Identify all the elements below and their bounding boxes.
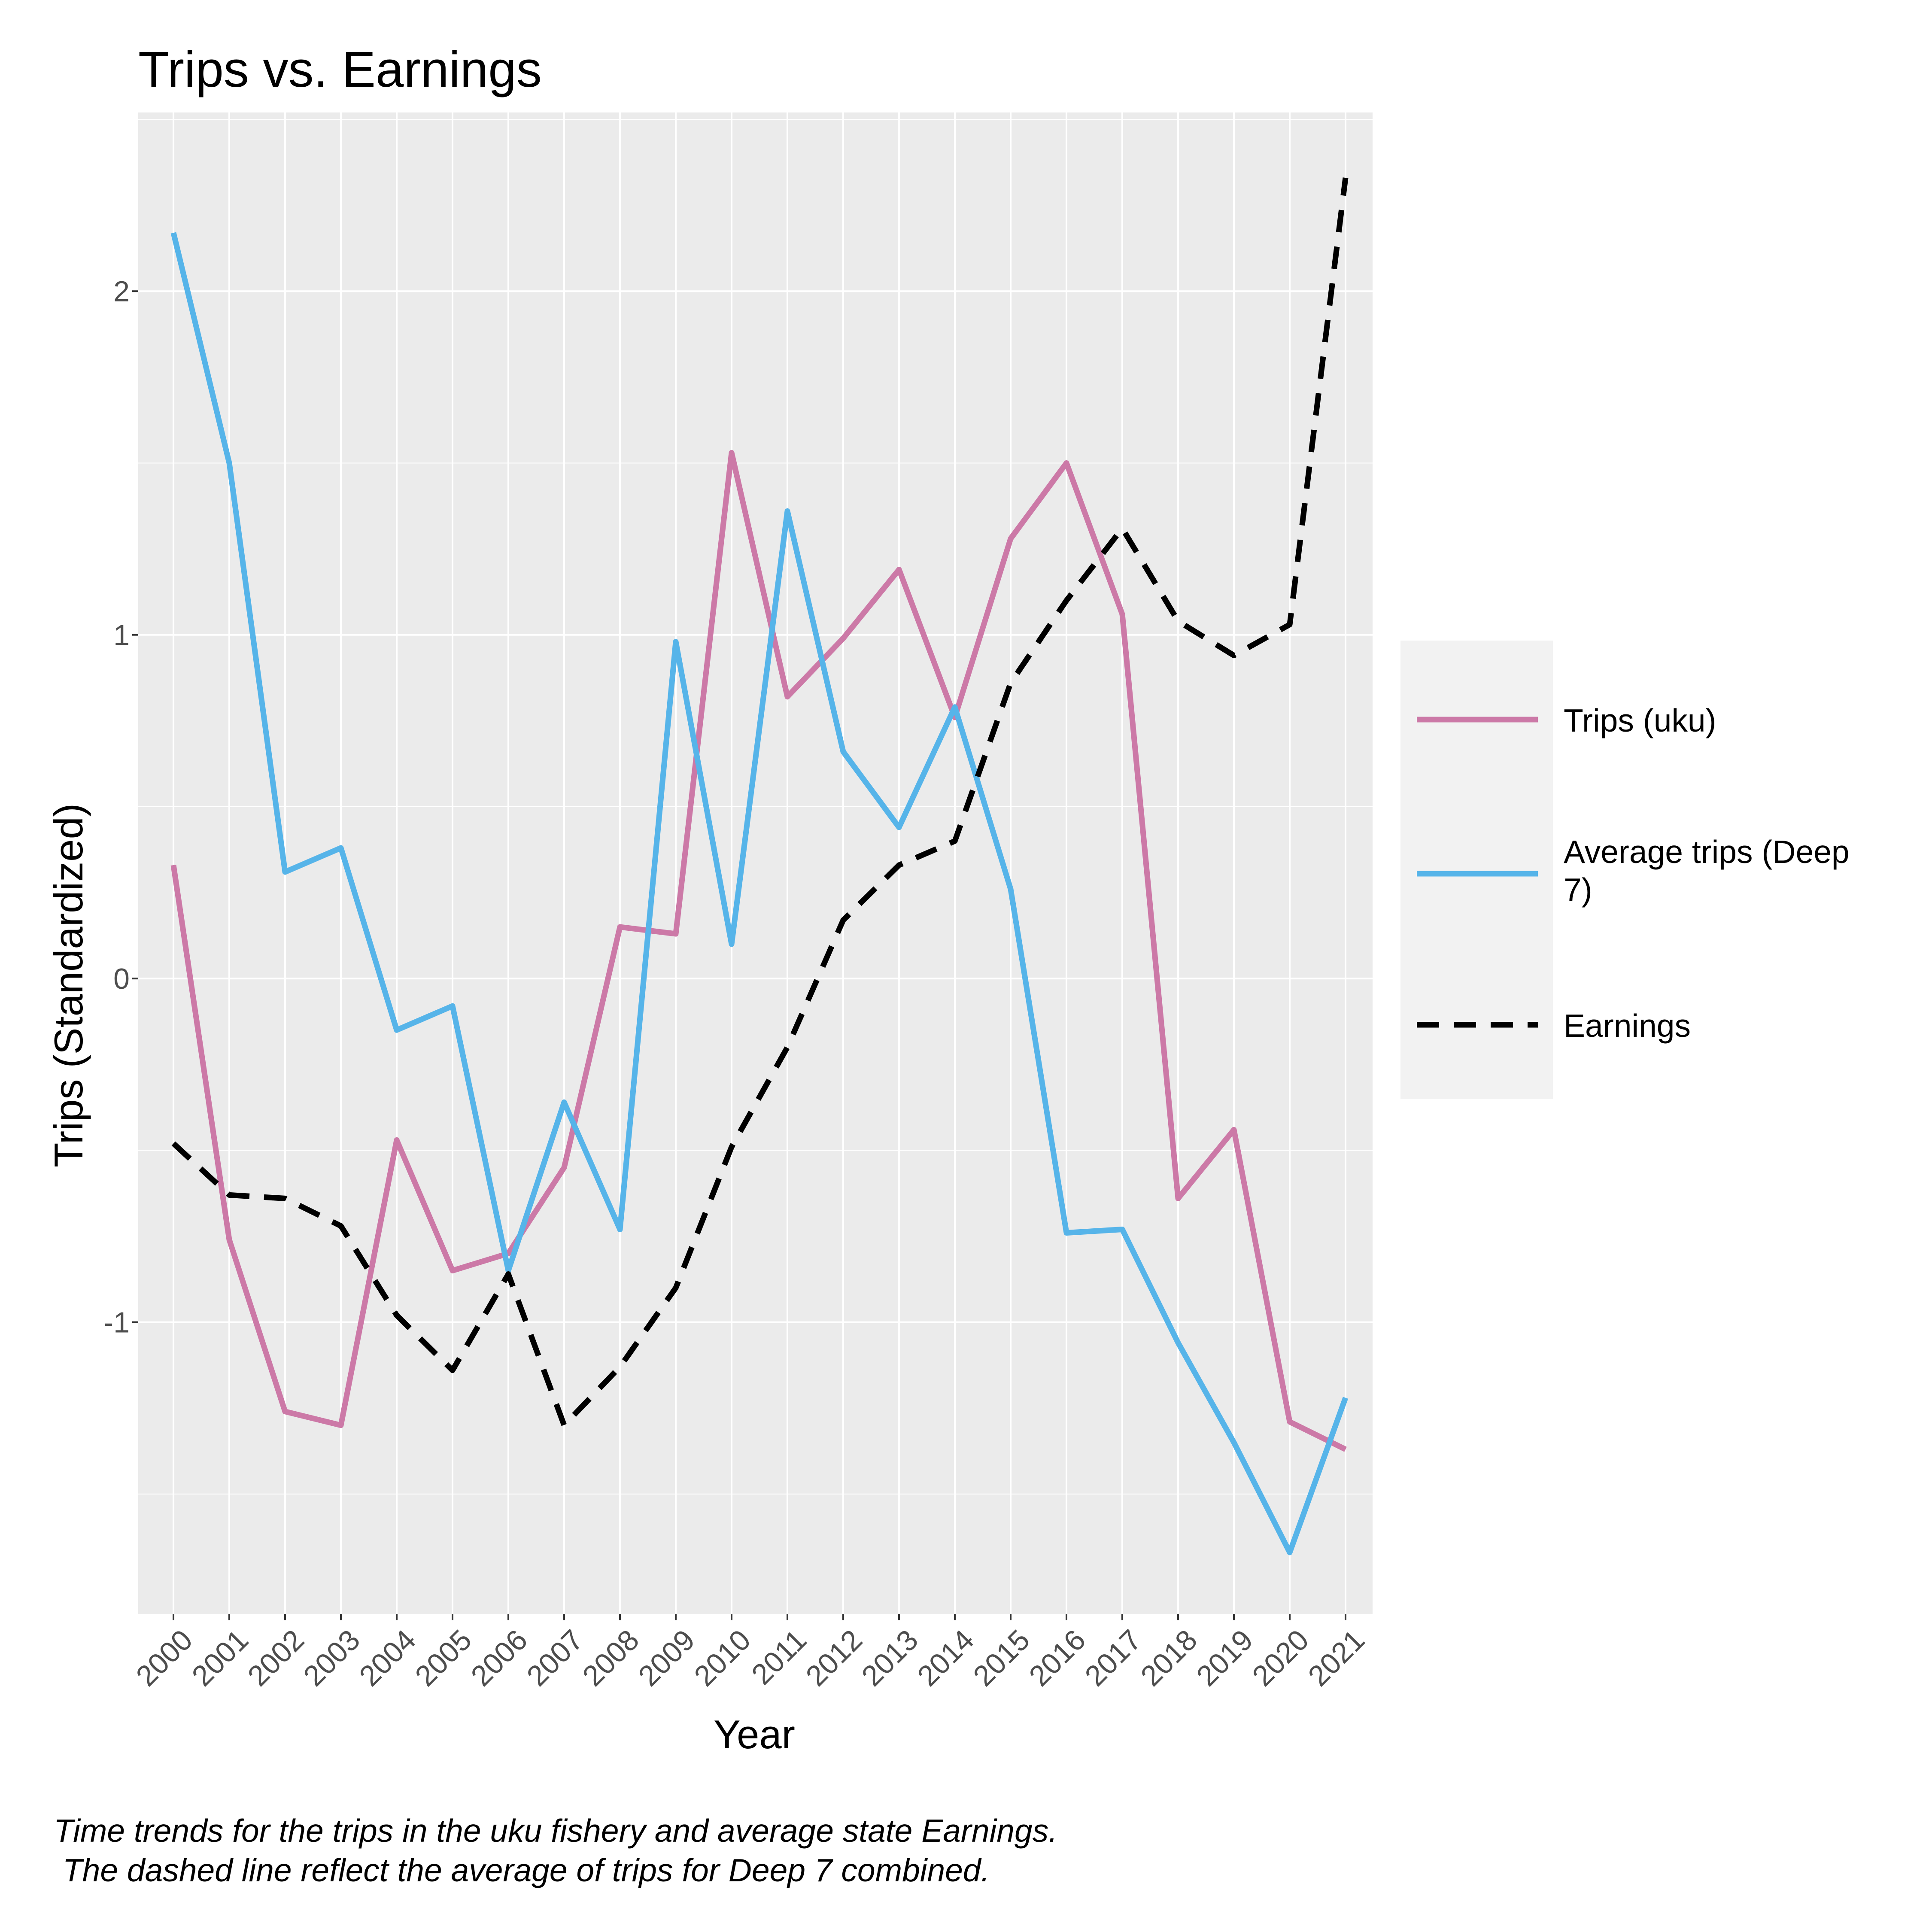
x-tick-label: 2007 <box>520 1623 589 1692</box>
x-tick-label: 2020 <box>1246 1623 1315 1692</box>
series-line-1 <box>170 450 1347 1452</box>
legend-label-1: Trips (uku) <box>1564 702 1716 738</box>
y-tick-label: 0 <box>113 963 130 995</box>
y-tick-label: 2 <box>113 275 130 308</box>
legend-label-2: Average trips (Deep 7) <box>1564 834 1850 908</box>
legend: Trips (uku) Average trips (Deep 7) Earnings <box>1400 641 1850 1099</box>
x-tick-label: 2019 <box>1190 1623 1259 1692</box>
x-axis-title: Year <box>714 1712 795 1757</box>
legend-label-line: Average trips (Deep <box>1564 834 1850 870</box>
legend-background <box>1400 641 1553 1099</box>
x-tick-label: 2012 <box>799 1623 869 1692</box>
series-lines <box>170 177 1349 1555</box>
series-line-3 <box>171 177 1349 1428</box>
y-axis: -1 0 1 2 <box>104 275 138 1339</box>
plot-panel <box>138 112 1373 1614</box>
x-tick-label: 2015 <box>967 1623 1036 1692</box>
major-gridlines <box>138 112 1373 1614</box>
y-axis-title: Trips (Standardized) <box>46 803 91 1167</box>
minor-gridlines <box>138 119 1373 1495</box>
x-tick-label: 2021 <box>1302 1623 1371 1692</box>
x-tick-label: 2014 <box>911 1623 980 1692</box>
x-tick-label: 2009 <box>632 1623 701 1692</box>
x-tick-label: 2018 <box>1134 1623 1203 1692</box>
x-tick-label: 2000 <box>130 1623 199 1692</box>
x-tick-label: 2016 <box>1023 1623 1092 1692</box>
plot-background <box>138 112 1373 1614</box>
legend-label-3: Earnings <box>1564 1008 1691 1044</box>
x-tick-label: 2001 <box>185 1623 255 1692</box>
y-tick-label: 1 <box>113 619 130 652</box>
legend-label-line: 7) <box>1564 872 1592 908</box>
chart-title: Trips vs. Earnings <box>138 41 542 98</box>
x-tick-label: 2013 <box>855 1623 924 1692</box>
x-tick-label: 2006 <box>465 1623 534 1692</box>
x-tick-label: 2003 <box>297 1623 366 1692</box>
x-axis: 2000200120022003200420052006200720082009… <box>130 1614 1371 1692</box>
x-tick-label: 2005 <box>409 1623 478 1692</box>
x-tick-label: 2008 <box>576 1623 645 1692</box>
x-tick-label: 2011 <box>745 1623 813 1691</box>
x-tick-label: 2017 <box>1078 1623 1148 1692</box>
caption-line-1: Time trends for the trips in the uku fis… <box>54 1813 1058 1849</box>
caption-line-2: The dashed line reflect the average of t… <box>54 1852 990 1888</box>
x-tick-label: 2010 <box>688 1623 757 1692</box>
x-tick-label: 2002 <box>241 1623 310 1692</box>
figure-caption: Time trends for the trips in the uku fis… <box>54 1811 1599 1890</box>
y-tick-label: -1 <box>104 1306 130 1339</box>
series-line-2 <box>170 232 1349 1555</box>
x-tick-label: 2004 <box>353 1623 422 1692</box>
